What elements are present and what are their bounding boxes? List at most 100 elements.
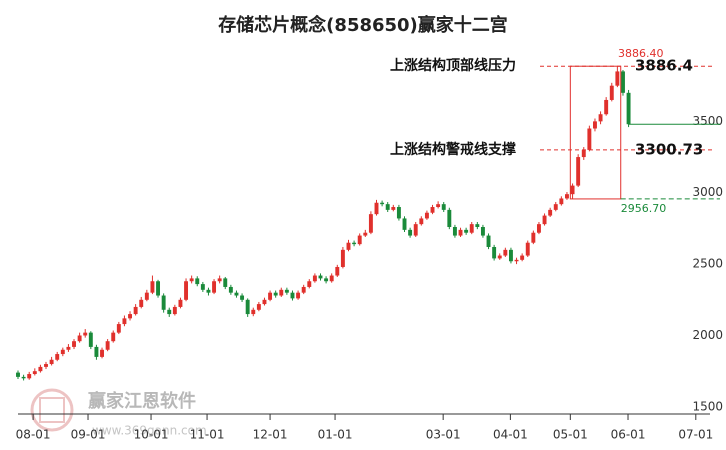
candle-body — [268, 292, 273, 300]
candle-body — [615, 71, 620, 86]
candle-body — [626, 92, 631, 125]
x-tick-label: 08-01 — [16, 428, 51, 442]
candle-body — [111, 332, 116, 342]
watermark: 赢家江恩软件 — [88, 390, 196, 412]
candle-body — [458, 229, 463, 236]
candle-body — [234, 292, 239, 296]
candle-body — [402, 218, 407, 230]
candle-body — [88, 332, 93, 347]
candle-body — [38, 366, 43, 372]
annotation-value: 3886.4 — [635, 57, 693, 75]
logo-ring — [30, 388, 74, 432]
candle-body — [156, 281, 161, 296]
candle-body — [609, 85, 614, 100]
candle-body — [189, 278, 194, 282]
candle-body — [391, 207, 396, 210]
candle-body — [122, 318, 127, 325]
candle-body — [72, 341, 76, 347]
candle-body — [27, 374, 32, 379]
logo-square — [39, 397, 65, 423]
candle-body — [340, 249, 345, 267]
candle-body — [83, 332, 88, 336]
candle-body — [469, 224, 474, 233]
candle-body — [200, 284, 205, 290]
candle-body — [553, 204, 558, 210]
candle-body — [352, 242, 357, 245]
box-high-label: 3886.40 — [618, 47, 664, 60]
candle-body — [60, 349, 65, 355]
x-tick-label: 05-01 — [553, 428, 588, 442]
candle-body — [245, 299, 250, 315]
x-tick-label: 07-01 — [678, 428, 713, 442]
candle-body — [228, 286, 233, 293]
candle-body — [144, 292, 149, 300]
candle-body — [262, 299, 267, 305]
candle-body — [497, 255, 502, 259]
box-low-label: 2956.70 — [621, 202, 667, 215]
candle-body — [380, 202, 385, 205]
candle-body — [329, 275, 334, 282]
candle-body — [273, 292, 278, 296]
candle-body — [357, 235, 362, 245]
candle-body — [475, 224, 480, 228]
candle-body — [492, 246, 497, 259]
candle-body — [206, 289, 211, 293]
candle-body — [217, 278, 222, 282]
candle-body — [570, 185, 575, 195]
candle-body — [128, 314, 132, 319]
annotation-text: 上涨结构顶部线压力 — [390, 57, 516, 74]
x-tick-label: 11-01 — [190, 428, 225, 442]
candle-body — [16, 372, 20, 377]
candle-body — [318, 275, 323, 279]
candle-body — [531, 232, 536, 243]
candle-body — [139, 299, 144, 307]
candle-body — [312, 275, 317, 282]
candle-body — [301, 286, 306, 293]
candle-body — [464, 229, 469, 233]
candle-body — [195, 278, 200, 285]
candle-body — [452, 227, 457, 236]
candle-body — [542, 215, 547, 225]
range-box — [569, 65, 622, 200]
candle-body — [240, 295, 245, 300]
candle-body — [525, 242, 530, 256]
candle-body — [559, 198, 564, 205]
candle-body — [184, 281, 189, 300]
candle-body — [581, 149, 586, 158]
candle-body — [576, 157, 581, 186]
candle-body — [212, 281, 217, 293]
candle-body — [290, 292, 295, 299]
candle-body — [593, 121, 597, 129]
candle-body — [284, 289, 289, 293]
candle-body — [503, 249, 508, 256]
candle-body — [413, 224, 418, 236]
candle-body — [598, 114, 603, 122]
candle-body — [536, 224, 541, 233]
x-tick-label: 06-01 — [611, 428, 646, 442]
candle-body — [514, 259, 519, 262]
candle-body — [178, 299, 183, 307]
annotation-text: 上涨结构警戒线支撑 — [390, 141, 516, 158]
candle-body — [167, 309, 172, 315]
candle-body — [324, 278, 329, 282]
candle-body — [105, 341, 110, 350]
candle-body — [430, 207, 435, 213]
x-tick-label: 04-01 — [493, 428, 528, 442]
chart-title: 存储芯片概念(858650)赢家十二宫 — [218, 14, 508, 36]
candle-body — [161, 295, 166, 310]
candle-body — [447, 209, 452, 228]
candle-body — [100, 349, 104, 357]
candle-body — [363, 232, 368, 236]
x-tick-label: 10-01 — [134, 428, 169, 442]
y-tick-label: 3000 — [692, 185, 723, 199]
candle-body — [396, 207, 401, 219]
candle-body — [480, 227, 485, 236]
candle-body — [346, 242, 351, 250]
candle-body — [279, 289, 284, 296]
candle-body — [564, 194, 569, 199]
candle-body — [94, 346, 99, 357]
x-tick-label: 01-01 — [318, 428, 353, 442]
candle-body — [419, 218, 424, 225]
